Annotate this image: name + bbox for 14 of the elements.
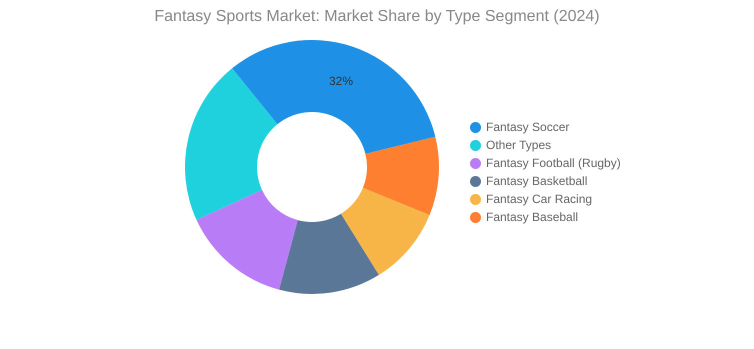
legend-label: Fantasy Car Racing	[486, 191, 592, 208]
legend-label: Fantasy Baseball	[486, 209, 578, 226]
donut-slice	[232, 40, 436, 154]
donut-slice	[340, 188, 430, 275]
donut-slice	[196, 190, 298, 290]
chart-title: Fantasy Sports Market: Market Share by Type Segment (2024)	[153, 8, 601, 26]
legend-label: Other Types	[486, 137, 552, 154]
data-label: 32%	[329, 74, 354, 88]
donut-slice	[185, 68, 278, 220]
legend-label: Fantasy Basketball	[486, 173, 588, 190]
donut-slice	[362, 136, 439, 215]
legend-label: Fantasy Soccer	[486, 119, 570, 136]
donut-slice	[279, 214, 379, 294]
legend-label: Fantasy Football (Rugby)	[486, 155, 621, 172]
